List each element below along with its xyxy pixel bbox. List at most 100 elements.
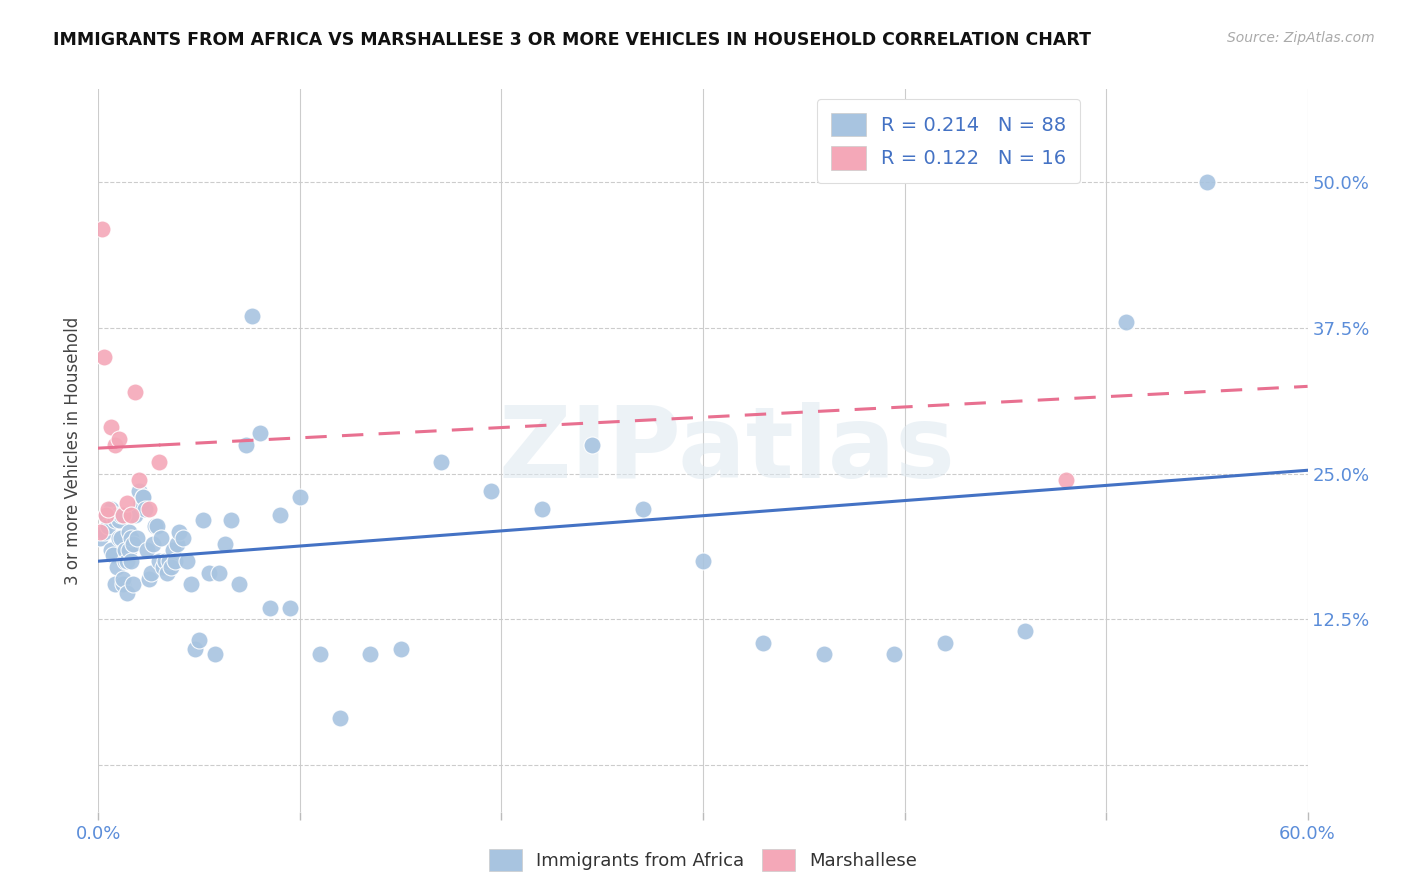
Point <box>120 554 142 568</box>
Point <box>110 531 132 545</box>
Point <box>93 350 115 364</box>
Point <box>204 648 226 662</box>
Point <box>120 508 142 522</box>
Point <box>249 425 271 440</box>
Legend: Immigrants from Africa, Marshallese: Immigrants from Africa, Marshallese <box>482 842 924 879</box>
Legend: R = 0.214   N = 88, R = 0.122   N = 16: R = 0.214 N = 88, R = 0.122 N = 16 <box>817 99 1080 184</box>
Point <box>329 711 352 725</box>
Point <box>146 519 169 533</box>
Point <box>160 560 183 574</box>
Point <box>228 577 250 591</box>
Point <box>156 566 179 580</box>
Point <box>121 577 143 591</box>
Point <box>214 537 236 551</box>
Point <box>132 490 155 504</box>
Point <box>134 501 156 516</box>
Point <box>184 641 207 656</box>
Point <box>118 542 141 557</box>
Point <box>1195 176 1218 190</box>
Point <box>157 554 180 568</box>
Point <box>97 501 120 516</box>
Point <box>132 490 155 504</box>
Point <box>125 531 148 545</box>
Point <box>138 501 160 516</box>
Point <box>124 385 146 400</box>
Point <box>581 437 603 451</box>
Point <box>163 554 186 568</box>
Point <box>152 560 174 574</box>
Point <box>259 600 281 615</box>
Point <box>96 508 118 522</box>
Point <box>96 508 118 522</box>
Point <box>188 633 211 648</box>
Point <box>1014 624 1036 639</box>
Point <box>120 531 142 545</box>
Point <box>1054 473 1077 487</box>
Point <box>193 513 215 527</box>
Point <box>138 572 160 586</box>
Point <box>430 455 453 469</box>
Point <box>97 519 120 533</box>
Point <box>121 537 143 551</box>
Point <box>153 554 176 568</box>
Point <box>240 310 263 324</box>
Point <box>143 519 166 533</box>
Point <box>128 473 150 487</box>
Point <box>89 531 111 545</box>
Point <box>176 554 198 568</box>
Point <box>481 484 503 499</box>
Point <box>180 577 202 591</box>
Point <box>107 432 129 446</box>
Point <box>101 549 124 563</box>
Text: IMMIGRANTS FROM AFRICA VS MARSHALLESE 3 OR MORE VEHICLES IN HOUSEHOLD CORRELATIO: IMMIGRANTS FROM AFRICA VS MARSHALLESE 3 … <box>53 31 1091 49</box>
Point <box>124 508 146 522</box>
Text: ZIPatlas: ZIPatlas <box>499 402 956 499</box>
Point <box>114 542 136 557</box>
Point <box>103 513 125 527</box>
Point <box>162 542 184 557</box>
Point <box>100 542 122 557</box>
Point <box>111 577 134 591</box>
Point <box>883 648 905 662</box>
Point <box>91 222 114 236</box>
Point <box>934 636 956 650</box>
Point <box>148 455 170 469</box>
Point <box>118 524 141 539</box>
Point <box>1115 315 1137 329</box>
Point <box>111 572 134 586</box>
Point <box>115 554 138 568</box>
Point <box>139 566 162 580</box>
Point <box>389 641 412 656</box>
Point <box>135 542 157 557</box>
Point <box>198 566 221 580</box>
Point <box>148 554 170 568</box>
Point <box>105 560 128 574</box>
Point <box>309 648 332 662</box>
Point <box>208 566 231 580</box>
Point <box>115 585 138 599</box>
Point <box>142 537 165 551</box>
Point <box>114 554 136 568</box>
Point <box>235 437 257 451</box>
Point <box>129 496 152 510</box>
Point <box>100 501 122 516</box>
Point <box>631 501 654 516</box>
Point <box>692 554 714 568</box>
Point <box>166 537 188 551</box>
Point <box>813 648 835 662</box>
Point <box>105 508 128 522</box>
Point <box>111 508 134 522</box>
Point <box>269 508 291 522</box>
Point <box>107 531 129 545</box>
Point <box>288 490 311 504</box>
Point <box>221 513 243 527</box>
Point <box>167 524 190 539</box>
Point <box>115 496 138 510</box>
Y-axis label: 3 or more Vehicles in Household: 3 or more Vehicles in Household <box>65 317 83 584</box>
Point <box>93 524 115 539</box>
Point <box>100 420 122 434</box>
Point <box>172 531 194 545</box>
Point <box>110 508 132 522</box>
Point <box>360 648 382 662</box>
Point <box>128 484 150 499</box>
